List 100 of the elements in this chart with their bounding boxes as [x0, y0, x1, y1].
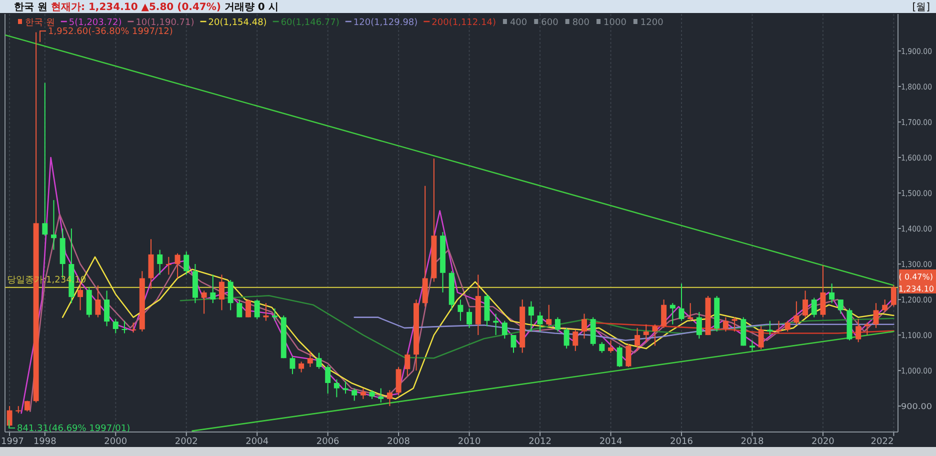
- x-tick-label: 2014: [599, 437, 622, 447]
- candlestick: [466, 308, 472, 328]
- candlestick: [6, 406, 12, 428]
- candlestick: [722, 316, 728, 332]
- candlestick: [564, 327, 570, 350]
- candlestick: [201, 290, 207, 314]
- x-tick-label: 2008: [387, 437, 410, 447]
- legend-label: 5(1,203.72): [68, 18, 122, 28]
- legend-label: 20(1,154.48): [208, 18, 267, 28]
- candlestick: [236, 299, 242, 318]
- candlestick: [51, 200, 56, 250]
- candlestick: [784, 320, 790, 332]
- candlestick: [218, 274, 224, 311]
- annotation: 1,952.60(-36.80% 1997/12): [48, 27, 173, 37]
- y-tick-label: 1,800.00: [901, 82, 936, 92]
- candlestick: [802, 290, 808, 318]
- annotation: 1000: [604, 18, 627, 28]
- candlestick: [104, 290, 110, 327]
- candlestick: [882, 299, 888, 312]
- candlestick: [616, 345, 622, 368]
- candlestick: [95, 284, 101, 318]
- candlestick: [325, 364, 331, 394]
- x-tick-label: 2004: [246, 437, 269, 447]
- x-tick-label: 2000: [104, 437, 128, 447]
- candlestick: [148, 238, 154, 290]
- candlestick: [502, 320, 508, 340]
- annotation: 400: [510, 18, 528, 28]
- candlestick: [643, 324, 649, 343]
- candlestick: [272, 308, 278, 322]
- x-tick-label: 2012: [528, 437, 552, 447]
- y-tick-label: 1,300.00: [901, 260, 936, 270]
- candlestick: [582, 313, 587, 340]
- candlestick: [290, 356, 296, 375]
- text: 거래량 0 시: [224, 2, 278, 13]
- candlestick: [856, 318, 862, 343]
- candlestick: [696, 311, 702, 340]
- candlestick: [794, 300, 800, 325]
- candlestick: [24, 400, 30, 412]
- y-tick-label: 1,900.00: [901, 46, 936, 56]
- candlestick: [732, 316, 738, 332]
- candlestick: [661, 299, 667, 328]
- y-tick-label: 1,200.00: [901, 296, 936, 305]
- legend-label: 200(1,112.14): [432, 18, 496, 28]
- x-tick-label: 1997: [1, 437, 24, 447]
- candlestick: [510, 334, 516, 354]
- chart-subtitle: 현재가: 1,234.10 ▲5.80 (0.47%): [50, 2, 224, 13]
- candlestick: [608, 340, 614, 354]
- candlestick: [811, 297, 817, 318]
- candlestick: [890, 284, 896, 308]
- x-tick-label: 2006: [316, 437, 340, 447]
- candlestick: [378, 388, 384, 404]
- candlestick: [838, 299, 844, 314]
- candlestick: [352, 388, 358, 402]
- candlestick: [528, 300, 534, 332]
- text: [월]: [912, 2, 930, 13]
- candlestick: [166, 256, 172, 276]
- candlestick: [829, 283, 835, 304]
- x-tick-label: 2010: [458, 437, 482, 447]
- candlestick: [670, 302, 676, 325]
- candlestick: [758, 326, 764, 350]
- candlestick: [184, 251, 190, 276]
- candlestick: [386, 390, 392, 407]
- candlestick: [404, 352, 410, 376]
- candlestick: [263, 302, 269, 322]
- y-tick-label: 1,400.00: [901, 224, 936, 234]
- y-tick-label: 1,100.00: [901, 331, 936, 340]
- candlestick: [776, 320, 782, 334]
- candlestick: [246, 299, 251, 318]
- candlestick: [546, 304, 552, 327]
- text: 1,234.10: [898, 284, 934, 294]
- candlestick: [122, 320, 128, 334]
- candlestick: [767, 320, 773, 336]
- candlestick: [174, 252, 180, 279]
- candlestick: [820, 264, 826, 318]
- candlestick: [678, 283, 684, 322]
- candlestick: [749, 340, 755, 352]
- candlestick: [228, 280, 234, 311]
- candlestick: [572, 329, 578, 352]
- candlestick: [112, 318, 118, 334]
- candlestick: [360, 388, 366, 400]
- candlestick: [599, 342, 605, 354]
- y-tick-label: 1,600.00: [901, 153, 936, 162]
- candlestick: [626, 343, 632, 368]
- legend-label: 10(1,190.71): [136, 18, 194, 28]
- chart-title: 한국 원: [14, 2, 51, 13]
- candlestick: [554, 316, 560, 332]
- candlestick: [458, 299, 464, 322]
- text: ( 0.47%): [898, 272, 933, 282]
- candlestick: [396, 366, 402, 396]
- legend-label: 60(1,146.77): [280, 18, 340, 28]
- x-tick-label: 2002: [174, 437, 198, 447]
- candlestick: [334, 378, 340, 398]
- candlestick: [873, 302, 879, 328]
- candlestick: [316, 352, 322, 370]
- candlestick: [130, 322, 136, 334]
- x-tick-label: 1998: [33, 437, 57, 447]
- annotation: 한국 원: [25, 18, 55, 28]
- y-tick-label: 1,700.00: [901, 118, 936, 127]
- x-tick-label: 2018: [740, 437, 764, 447]
- candlestick: [210, 274, 216, 304]
